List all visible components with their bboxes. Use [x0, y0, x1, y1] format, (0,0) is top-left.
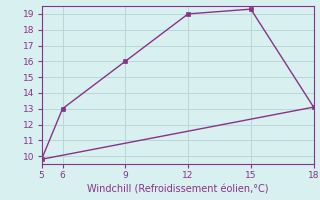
X-axis label: Windchill (Refroidissement éolien,°C): Windchill (Refroidissement éolien,°C) — [87, 184, 268, 194]
